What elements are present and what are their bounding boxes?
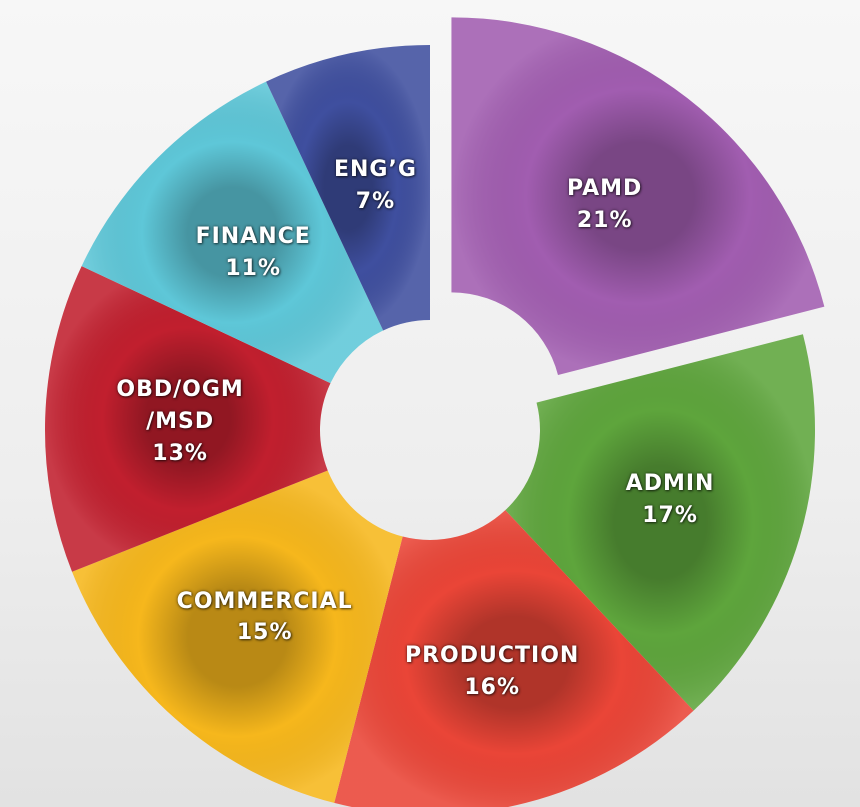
value-label: 17% (626, 500, 715, 532)
category-label: FINANCE (196, 221, 311, 253)
value-label: 11% (196, 253, 311, 285)
category-label: ENG’G (334, 154, 417, 186)
value-label: 13% (116, 438, 243, 470)
category-label: OBD/OGM /MSD (116, 374, 243, 438)
value-label: 16% (405, 672, 579, 704)
category-label: ADMIN (626, 468, 715, 500)
category-label: COMMERCIAL (177, 586, 353, 618)
category-label: PRODUCTION (405, 640, 579, 672)
page: PAMD21% ADMIN17% PRODUCTION16% COMMERCIAL15… (0, 0, 860, 807)
value-label: 7% (334, 186, 417, 218)
value-label: 21% (567, 205, 642, 237)
category-label: PAMD (567, 173, 642, 205)
value-label: 15% (177, 618, 353, 650)
